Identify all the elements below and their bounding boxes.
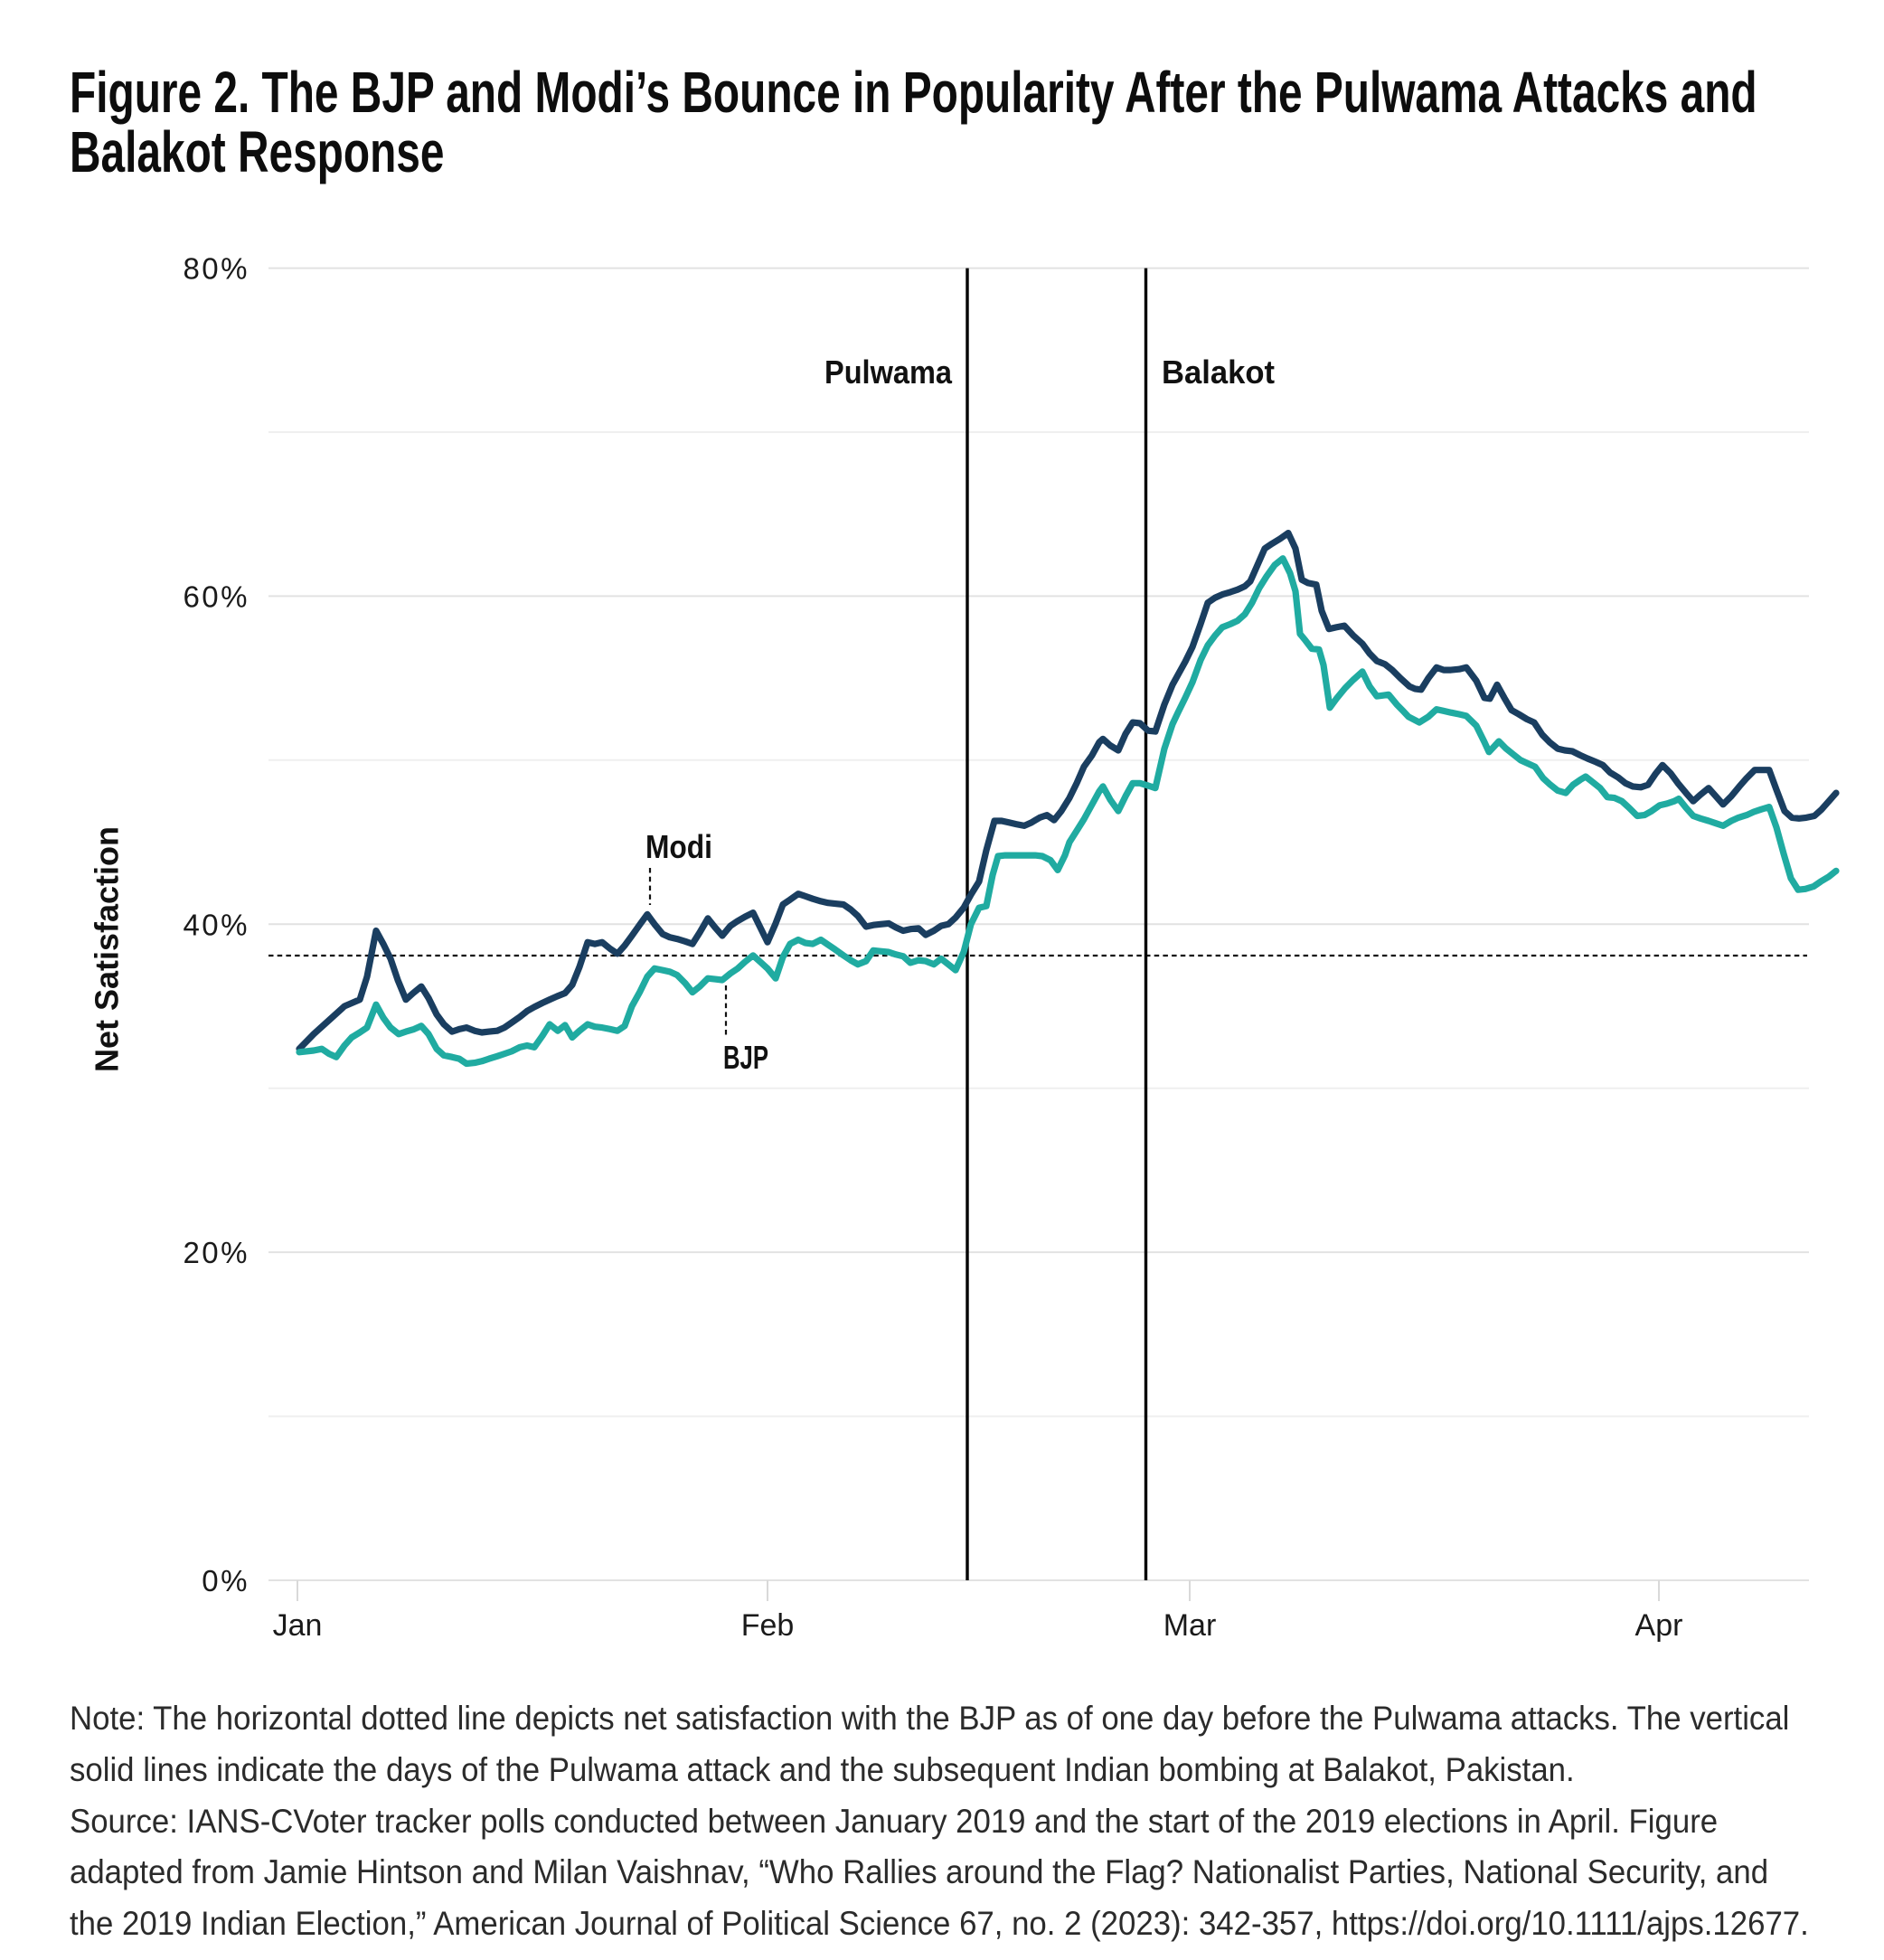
svg-text:Mar: Mar: [1163, 1608, 1217, 1643]
svg-text:60%: 60%: [183, 580, 250, 613]
svg-text:80%: 80%: [183, 252, 250, 286]
svg-text:BJP: BJP: [723, 1039, 768, 1076]
svg-text:Apr: Apr: [1635, 1608, 1683, 1643]
svg-text:Net Satisfaction: Net Satisfaction: [89, 826, 126, 1072]
svg-text:Pulwama: Pulwama: [824, 353, 953, 391]
svg-text:0%: 0%: [202, 1564, 250, 1597]
svg-text:Balakot: Balakot: [1162, 353, 1275, 391]
svg-text:Modi: Modi: [645, 828, 712, 865]
svg-text:20%: 20%: [183, 1236, 250, 1269]
svg-text:Feb: Feb: [741, 1608, 795, 1643]
svg-text:Jan: Jan: [273, 1608, 323, 1643]
svg-text:40%: 40%: [183, 908, 250, 941]
